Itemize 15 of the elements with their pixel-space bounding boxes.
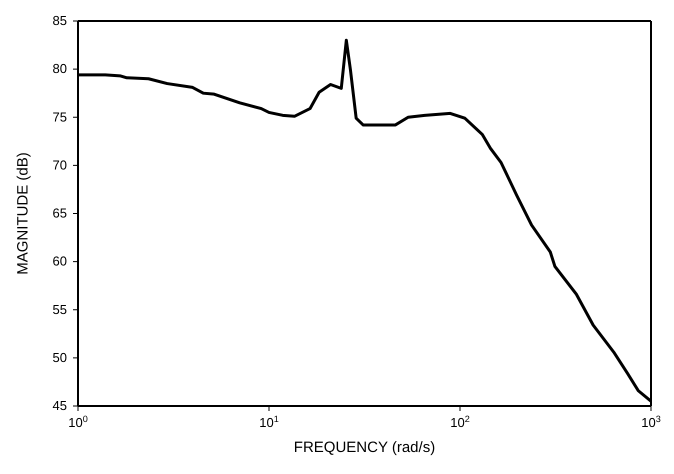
y-tick-label: 50 bbox=[52, 350, 67, 365]
y-tick-label: 80 bbox=[52, 61, 67, 76]
y-tick-label: 70 bbox=[52, 157, 67, 172]
y-tick-label: 85 bbox=[52, 13, 67, 28]
x-axis-title: FREQUENCY (rad/s) bbox=[294, 439, 436, 456]
x-tick-label: 10$^{1}$ bbox=[259, 414, 279, 430]
y-tick-label: 60 bbox=[52, 254, 67, 269]
x-tick-label: 10$^{0}$ bbox=[68, 414, 88, 430]
y-tick-label: 45 bbox=[52, 398, 67, 413]
y-tick-label: 75 bbox=[52, 109, 67, 124]
x-tick-label: 10$^{2}$ bbox=[450, 414, 470, 430]
x-tick-label: 10$^{3}$ bbox=[641, 414, 661, 430]
y-tick-label: 65 bbox=[52, 206, 67, 220]
y-tick-label: 55 bbox=[52, 302, 67, 317]
y-axis-title: MAGNITUDE (dB) bbox=[14, 152, 32, 275]
